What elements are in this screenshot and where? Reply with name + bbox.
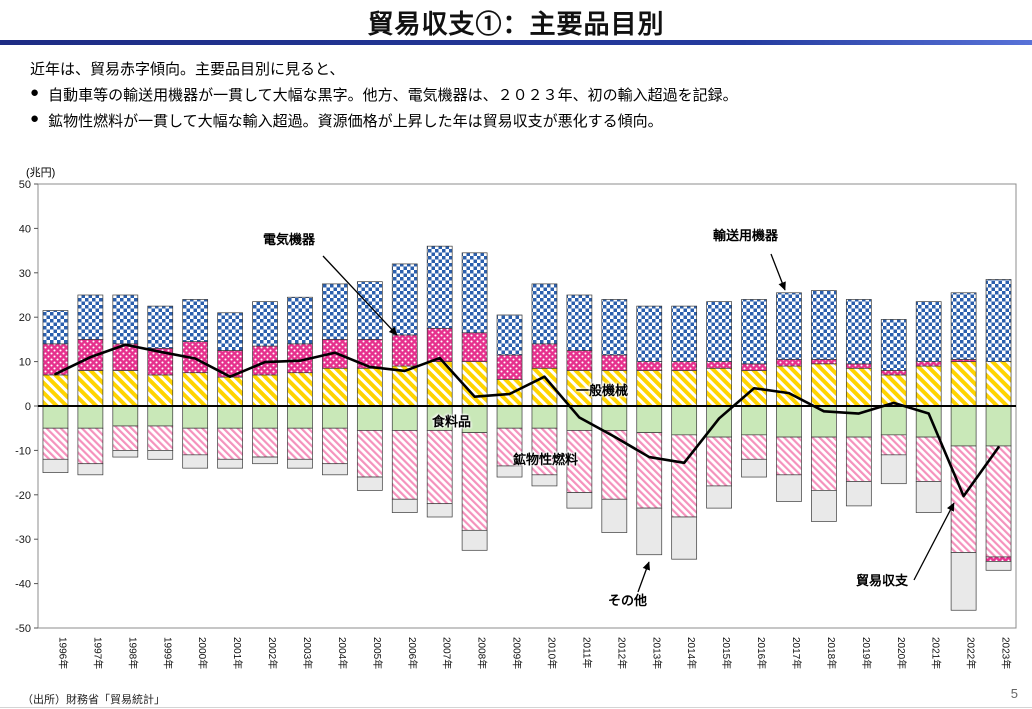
svg-text:2008年: 2008年 xyxy=(476,637,489,669)
svg-text:2022年: 2022年 xyxy=(965,637,978,669)
svg-text:40: 40 xyxy=(19,223,31,235)
svg-text:2005年: 2005年 xyxy=(371,637,384,669)
svg-text:-50: -50 xyxy=(15,623,31,635)
svg-text:10: 10 xyxy=(19,357,31,369)
bullet-marker: ● xyxy=(30,84,40,101)
trade-balance-stacked-bar-chart: 50 40 30 20 10 0 -10 -20 -30 -40 -50 1996年 1997年 1998… xyxy=(15,179,1017,669)
svg-text:2003年: 2003年 xyxy=(301,637,314,669)
svg-text:2002年: 2002年 xyxy=(266,637,279,669)
source-note: （出所）財務省「貿易統計」 xyxy=(22,694,165,706)
svg-text:2021年: 2021年 xyxy=(930,637,943,669)
svg-text:2001年: 2001年 xyxy=(231,637,244,669)
svg-text:-40: -40 xyxy=(15,579,31,591)
slide-bottom-edge xyxy=(0,707,1032,708)
chart-area: 50 40 30 20 10 0 -10 -20 -30 -40 -50 1996年 1997年 1998… xyxy=(8,172,1026,692)
annotation-foodstuffs: 食料品 xyxy=(432,414,472,429)
intro-lead: 近年は、貿易赤字傾向。主要品目別に見ると、 xyxy=(30,61,345,78)
svg-text:-30: -30 xyxy=(15,534,31,546)
svg-text:-20: -20 xyxy=(15,490,31,502)
annotation-general-machinery: 一般機械 xyxy=(576,383,629,398)
svg-text:2019年: 2019年 xyxy=(860,637,873,669)
svg-text:2017年: 2017年 xyxy=(790,637,803,669)
svg-text:20: 20 xyxy=(19,312,31,324)
annotation-trade-balance: 貿易収支 xyxy=(856,573,909,588)
bullet-text: 自動車等の輸送用機器が一貫して大幅な黒字。他方、電気機器は、２０２３年、初の輸入… xyxy=(48,87,738,104)
svg-text:2009年: 2009年 xyxy=(511,637,524,669)
svg-text:2004年: 2004年 xyxy=(336,637,349,669)
annotation-electrical-machinery: 電気機器 xyxy=(263,232,316,247)
bullet-line: ● 自動車等の輸送用機器が一貫して大幅な黒字。他方、電気機器は、２０２３年、初の… xyxy=(30,84,738,105)
svg-text:2007年: 2007年 xyxy=(441,637,454,669)
svg-text:2023年: 2023年 xyxy=(1000,637,1013,669)
svg-text:2016年: 2016年 xyxy=(755,637,768,669)
svg-text:1997年: 1997年 xyxy=(91,637,104,669)
page-number: 5 xyxy=(1010,686,1018,701)
title-rule xyxy=(0,40,1032,45)
annotation-mineral-fuels: 鉱物性燃料 xyxy=(513,452,579,467)
y-axis-unit-label: (兆円) xyxy=(26,167,56,179)
svg-text:2000年: 2000年 xyxy=(196,637,209,669)
page-title: 貿易収支①：主要品目別 xyxy=(367,9,665,39)
svg-text:1998年: 1998年 xyxy=(126,637,139,669)
svg-text:30: 30 xyxy=(19,268,31,280)
svg-text:2013年: 2013年 xyxy=(650,637,663,669)
svg-text:2014年: 2014年 xyxy=(685,637,698,669)
annotation-others: その他 xyxy=(608,593,648,608)
svg-text:0: 0 xyxy=(25,401,31,413)
svg-text:2015年: 2015年 xyxy=(720,637,733,669)
svg-text:1996年: 1996年 xyxy=(56,637,69,669)
svg-text:2012年: 2012年 xyxy=(615,637,628,669)
svg-text:2010年: 2010年 xyxy=(545,637,558,669)
bullet-marker: ● xyxy=(30,110,40,127)
bullet-text: 鉱物性燃料が一貫して大幅な輸入超過。資源価格が上昇した年は貿易収支が悪化する傾向… xyxy=(48,113,663,130)
bullet-line: ● 鉱物性燃料が一貫して大幅な輸入超過。資源価格が上昇した年は貿易収支が悪化する… xyxy=(30,110,663,131)
svg-text:2018年: 2018年 xyxy=(825,637,838,669)
svg-text:1999年: 1999年 xyxy=(161,637,174,669)
svg-text:2006年: 2006年 xyxy=(406,637,419,669)
svg-text:-10: -10 xyxy=(15,445,31,457)
annotation-transport-equipment: 輸送用機器 xyxy=(713,228,779,243)
svg-text:2020年: 2020年 xyxy=(895,637,908,669)
svg-text:50: 50 xyxy=(19,179,31,191)
svg-text:2011年: 2011年 xyxy=(580,637,593,669)
